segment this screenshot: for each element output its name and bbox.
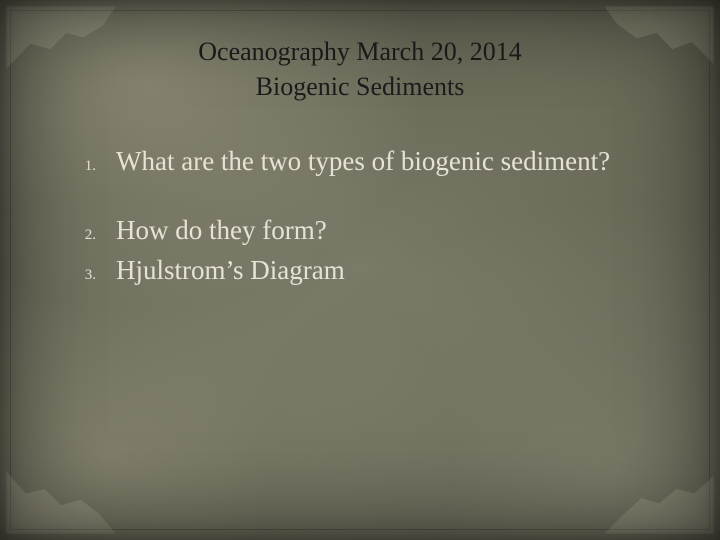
title-block: Oceanography March 20, 2014 Biogenic Sed… <box>32 34 688 104</box>
list-number: 3. <box>76 267 96 284</box>
title-line-1: Oceanography March 20, 2014 <box>32 34 688 69</box>
list-text: How do they form? <box>116 213 327 248</box>
numbered-list: 1. What are the two types of biogenic se… <box>76 144 644 288</box>
list-text: What are the two types of biogenic sedim… <box>116 144 610 179</box>
list-item: 3. Hjulstrom’s Diagram <box>76 253 644 288</box>
title-line-2: Biogenic Sediments <box>32 69 688 104</box>
list-text: Hjulstrom’s Diagram <box>116 253 345 288</box>
list-item: 1. What are the two types of biogenic se… <box>76 144 644 179</box>
list-number: 2. <box>76 227 96 244</box>
list-item: 2. How do they form? <box>76 213 644 248</box>
slide: Oceanography March 20, 2014 Biogenic Sed… <box>0 0 720 540</box>
corner-accent <box>604 444 714 534</box>
corner-accent <box>6 444 116 534</box>
list-number: 1. <box>76 158 96 175</box>
